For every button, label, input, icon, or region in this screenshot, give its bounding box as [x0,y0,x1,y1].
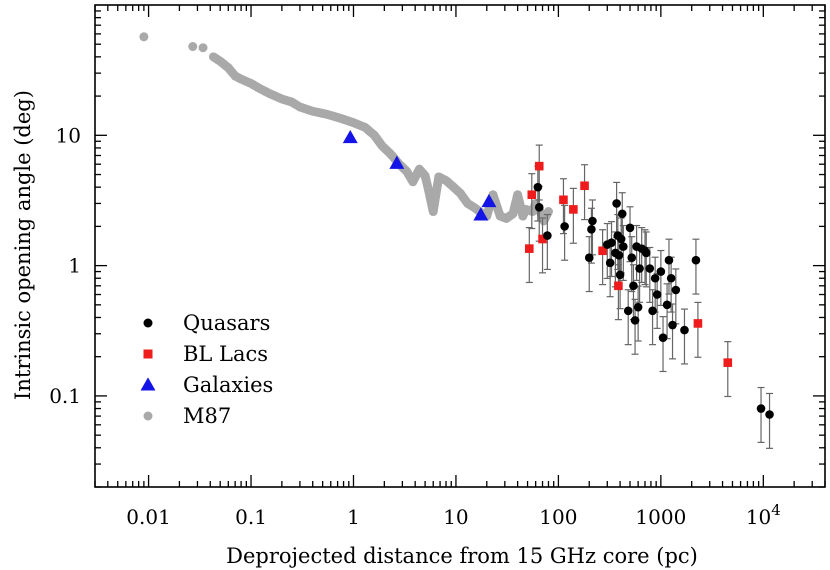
quasar-point [617,209,627,219]
quasar-point [635,264,644,273]
quasar-point [633,302,643,312]
quasar-point [658,333,668,342]
quasar-point [615,270,625,280]
x-tick-label: 10 [443,505,468,529]
quasar-point [619,242,628,251]
m87-ridge-point [543,208,553,218]
quasar-point [627,253,637,263]
quasar-point [560,222,569,231]
quasar-point [587,224,596,234]
quasar-point [756,404,766,413]
quasar-point [641,248,651,258]
quasar-point [605,258,615,268]
galaxy-point [473,207,489,221]
galaxy-point [481,193,497,208]
x-tick-exponent: 4 [771,501,781,519]
y-tick-label: 1 [68,254,81,278]
quasar-point [650,273,660,283]
plot-frame [94,4,826,488]
m87-point [188,42,198,52]
x-tick-label: 0.1 [235,505,267,529]
quasar-point [645,264,655,273]
galaxy-point [342,129,358,144]
quasar-point [656,267,666,276]
m87-series [139,32,553,226]
data-layer [342,129,774,449]
legend: Quasars BL Lacs Galaxies M87 [140,311,273,428]
legend-label: Galaxies [183,373,273,397]
x-tick-label: 100 [539,505,577,529]
bl-lac-point [538,234,547,244]
quasar-point [662,300,672,310]
tick-marks [94,5,826,488]
quasar-point [652,290,662,299]
bl-lac-point [723,358,733,367]
quasar-point [607,238,616,247]
m87-point [198,43,208,53]
quasar-point [630,316,640,325]
legend-marker [143,349,153,359]
quasar-point [612,199,621,208]
quasar-point [648,306,657,316]
bl-lac-point [534,161,544,171]
quasar-point [671,285,681,295]
x-tick-label: 1000 [635,505,686,529]
quasar-point [629,281,638,291]
legend-marker [140,377,156,391]
quasar-point [691,255,701,265]
bl-lac-point [693,319,703,328]
x-tick-label: 0.01 [126,505,171,529]
quasar-point [664,255,674,265]
quasar-point [534,203,544,212]
bl-lac-point [569,205,578,214]
bl-lac-point [559,195,568,205]
m87-point [139,32,149,42]
quasar-point [584,253,594,263]
legend-label: Quasars [183,311,270,335]
legend-label: M87 [183,404,231,428]
bl-lac-point [580,181,589,191]
legend-label: BL Lacs [183,342,268,366]
x-tick-label: 1 [347,505,360,529]
legend-marker [143,318,153,328]
galaxy-point [389,155,405,169]
quasar-point [614,250,624,260]
quasar-point [533,182,543,192]
x-axis-label: Deprojected distance from 15 GHz core (p… [226,544,698,568]
quasar-point [680,325,689,335]
quasar-point [668,320,677,330]
legend-marker [143,411,153,421]
y-axis-label: Intrinsic opening angle (deg) [11,90,35,400]
quasar-point [666,273,676,283]
y-tick-label: 0.1 [49,384,81,408]
bl-lac-point [525,244,534,253]
quasar-point [616,234,626,244]
bl-lac-point [598,246,607,256]
bl-lac-point [614,281,623,291]
quasar-point [543,231,552,240]
quasar-point [623,306,633,316]
y-tick-label: 10 [56,123,81,147]
quasar-point [765,410,774,419]
bl-lac-point [527,190,537,200]
quasar-point [588,216,597,226]
quasar-point [625,223,635,233]
